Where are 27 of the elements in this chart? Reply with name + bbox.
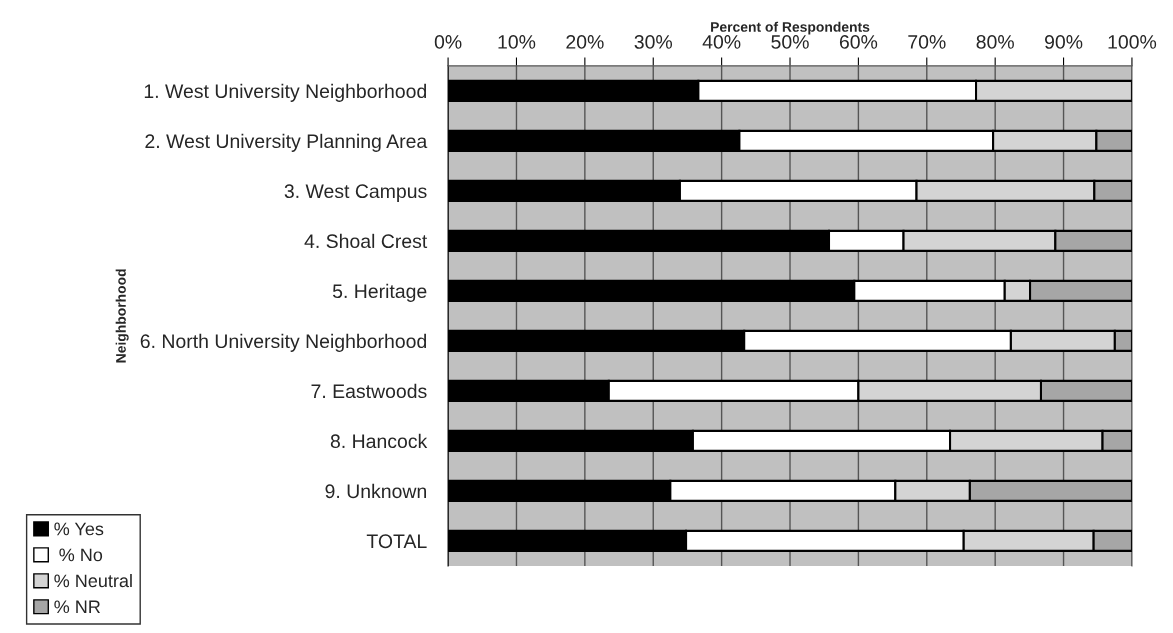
y-tick-label: TOTAL <box>366 534 427 549</box>
y-tick-label: 3. West Campus <box>284 184 427 202</box>
y-tick-label: 5. Heritage <box>332 283 427 302</box>
y-tick-label: 4. Shoal Crest <box>304 233 428 249</box>
x-tick-label: 60% <box>839 35 878 49</box>
x-tick-label: 30% <box>634 35 673 49</box>
legend-label: % No <box>59 548 103 562</box>
y-tick-label: 2. West University Planning Area <box>145 133 428 152</box>
x-tick-label: 50% <box>771 35 809 49</box>
y-tick-label: 6. North University Neighborhood <box>140 333 427 352</box>
x-tick-label: 80% <box>976 35 1014 49</box>
y-tick-label: 8. Hancock <box>330 433 428 449</box>
y-axis-title: Neighborhood <box>115 269 129 363</box>
x-tick-label: 90% <box>1045 35 1083 49</box>
x-tick-label: 0% <box>434 35 462 49</box>
x-tick-label: 70% <box>908 35 946 49</box>
legend-label: % Yes <box>54 522 104 536</box>
legend-label: % Neutral <box>54 573 132 588</box>
legend-label: % NR <box>54 600 101 614</box>
y-tick-label: 7. Eastwoods <box>311 383 427 399</box>
x-axis-title: Percent of Respondents <box>711 21 870 35</box>
x-tick-label: 40% <box>702 35 741 49</box>
x-tick-label: 20% <box>566 35 604 49</box>
y-tick-label: 9. Unknown <box>325 483 426 499</box>
y-tick-label: 1. West University Neighborhood <box>144 83 427 102</box>
x-tick-label: 100% <box>1108 35 1157 49</box>
x-tick-label: 10% <box>498 35 536 49</box>
